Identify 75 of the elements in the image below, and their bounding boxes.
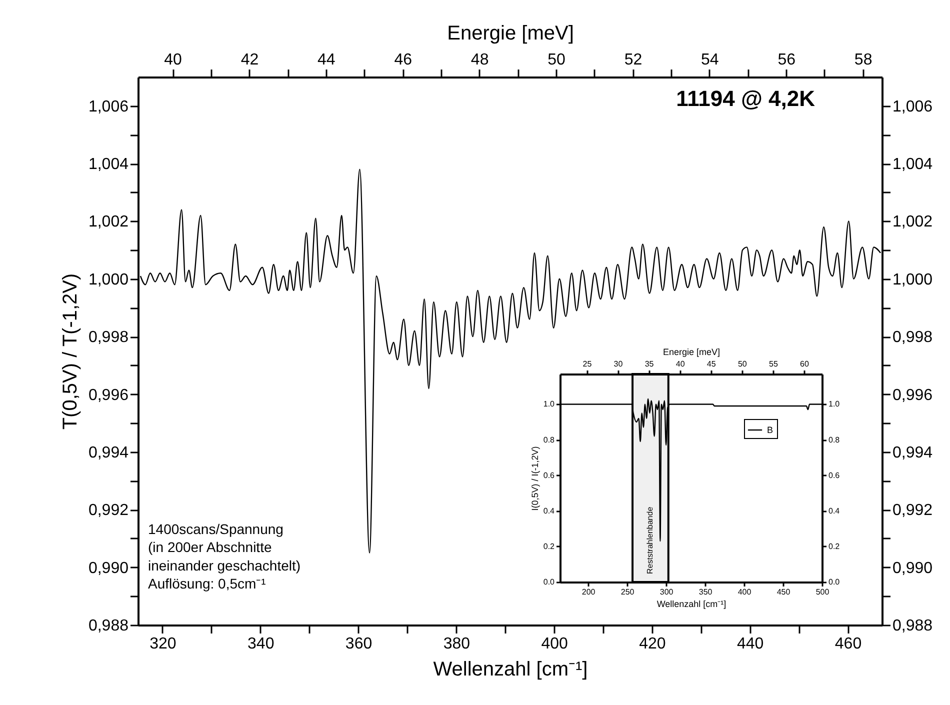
y-tick-label: 0,992 [88, 502, 129, 520]
annotation: 1400scans/Spannung (in 200er Abschnitte ineinander geschachtelt) Auflösung: 0,5cm⁻¹ [148, 521, 301, 592]
y-axis-title: T(0,5V) / T(-1,2V) [59, 273, 82, 430]
x2-tick-label: 55 [769, 360, 778, 368]
y2-tick-label: 0.8 [828, 435, 840, 444]
x2-tick-label: 58 [854, 52, 872, 68]
y2-tick-label: 0.0 [828, 578, 840, 586]
y-tick-label: 1.0 [543, 400, 556, 409]
x-tick-label: 420 [639, 636, 666, 652]
y2-tick-label: 0,994 [892, 444, 933, 462]
x-tick-label: 400 [738, 588, 752, 596]
x2-tick-label: 50 [548, 52, 566, 68]
x-tick-label: 450 [776, 588, 791, 596]
y2-tick-label: 1,000 [892, 271, 933, 288]
x-tick-label: 340 [248, 636, 274, 652]
x-tick-label: 200 [582, 588, 596, 596]
band-label: Reststrahlenbande [645, 506, 654, 574]
x2-tick-label: 25 [582, 360, 592, 368]
y-tick-label: 0,996 [88, 386, 129, 404]
y2-tick-label: 0.4 [828, 506, 840, 516]
y-tick-label: 0.8 [543, 435, 556, 444]
x-tick-label: 350 [698, 588, 713, 596]
y-tick-label: 0.6 [543, 470, 556, 480]
y2-tick-label: 0.2 [828, 542, 840, 551]
y-tick-label: 1,006 [88, 98, 129, 116]
y2-tick-label: 1.0 [828, 400, 840, 409]
x-tick-label: 300 [660, 588, 674, 596]
x-tick-label: 320 [150, 636, 176, 652]
y2-tick-label: 0,988 [892, 618, 933, 634]
x-tick-label: 250 [620, 588, 635, 596]
x2-tick-label: 40 [676, 360, 686, 368]
legend-label: B [767, 425, 774, 435]
x-axis-title: Wellenzahl [cm⁻¹] [656, 599, 726, 610]
x2-tick-label: 48 [470, 52, 489, 68]
x2-tick-label: 50 [738, 360, 748, 368]
y-tick-label: 0,988 [88, 618, 129, 634]
y2-tick-label: 0,998 [892, 329, 933, 346]
x2-tick-label: 42 [240, 52, 259, 68]
x-tick-label: 440 [736, 636, 764, 652]
x2-tick-label: 35 [644, 360, 654, 368]
x-axis-title: Wellenzahl [cm⁻¹] [433, 658, 588, 680]
x2-tick-label: 52 [624, 52, 642, 68]
x2-tick-label: 56 [778, 52, 796, 68]
x2-axis-title: Energie [meV] [447, 22, 574, 44]
y-tick-label: 1,000 [88, 271, 129, 288]
y-tick-label: 0.4 [543, 506, 556, 516]
x2-tick-label: 30 [614, 360, 624, 368]
x2-tick-label: 60 [800, 360, 810, 368]
y2-tick-label: 0,992 [892, 502, 933, 520]
y-tick-label: 0,990 [88, 560, 129, 577]
x-tick-label: 360 [345, 636, 372, 652]
x2-tick-label: 40 [164, 52, 182, 68]
x-tick-label: 460 [834, 636, 862, 652]
y-tick-label: 0.2 [543, 542, 556, 551]
x2-tick-label: 54 [701, 52, 719, 68]
y-tick-label: 0.0 [543, 578, 556, 586]
x2-axis-title: Energie [meV] [662, 346, 720, 357]
x2-tick-label: 45 [706, 360, 716, 368]
annotation: 11194 @ 4,2K [676, 86, 816, 111]
x-tick-label: 500 [816, 588, 830, 596]
y-tick-label: 1,002 [88, 214, 129, 231]
x2-tick-label: 44 [318, 52, 336, 68]
y2-tick-label: 0,996 [892, 386, 933, 404]
y2-tick-label: 1,006 [892, 98, 933, 116]
y2-tick-label: 1,004 [892, 156, 933, 174]
y2-tick-label: 0,990 [892, 560, 933, 577]
x2-tick-label: 46 [394, 52, 412, 68]
y-tick-label: 0,998 [88, 329, 129, 346]
y-axis-title: I(0,5V) / I(-1,2V) [530, 446, 540, 511]
y-tick-label: 0,994 [88, 444, 129, 462]
y2-tick-label: 1,002 [892, 214, 933, 231]
y-tick-label: 1,004 [88, 156, 129, 174]
y2-tick-label: 0.6 [828, 470, 840, 480]
x-tick-label: 380 [443, 636, 470, 652]
x-tick-label: 400 [541, 636, 568, 652]
